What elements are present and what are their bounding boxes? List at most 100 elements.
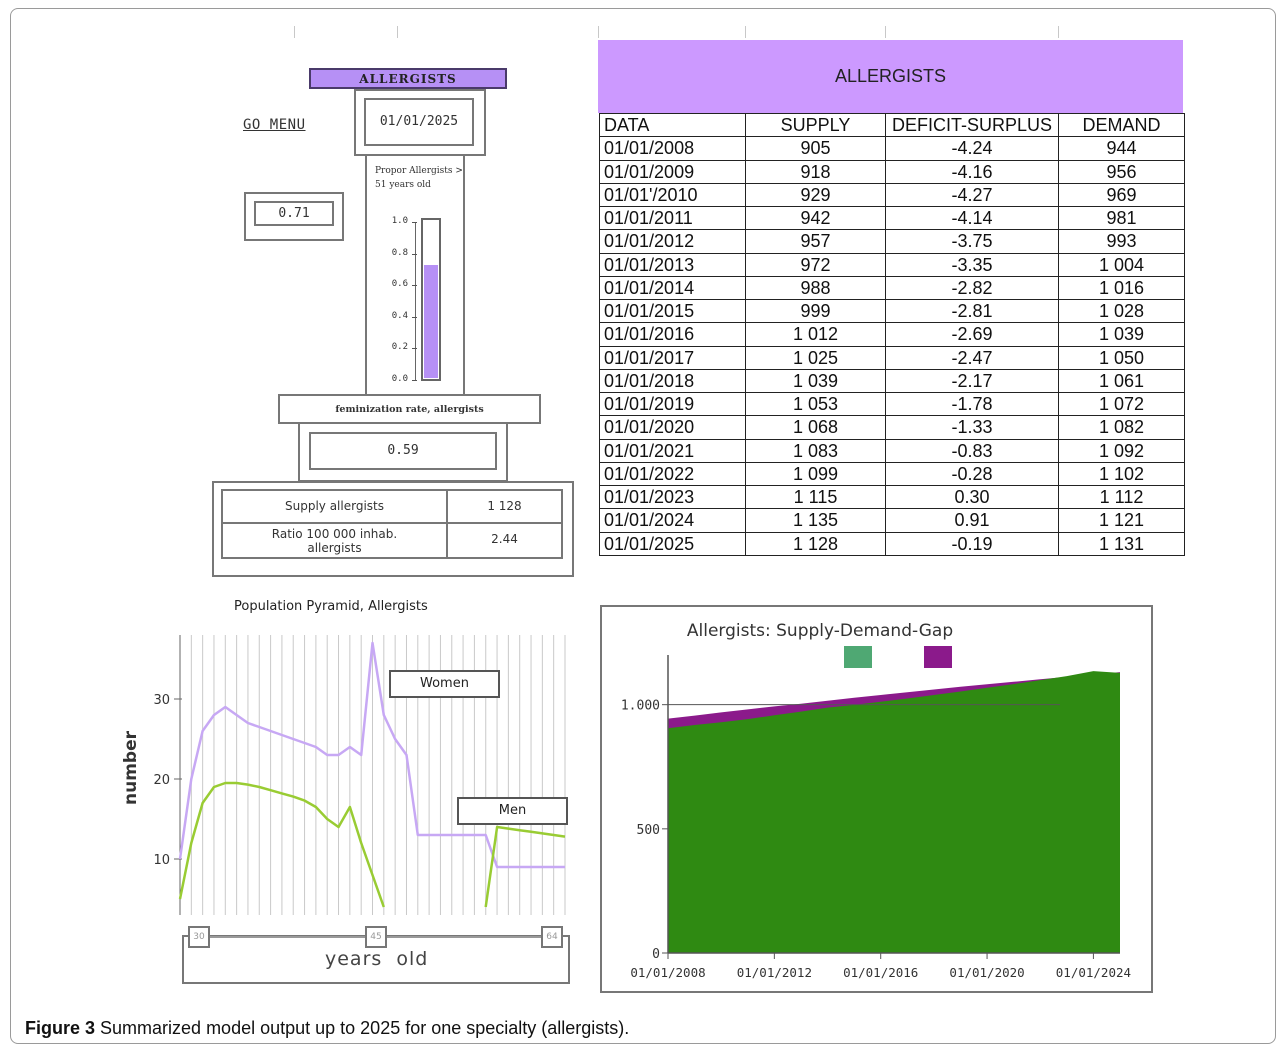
ratio-row-label: Ratio 100 000 inhab. allergists — [223, 524, 448, 557]
table-header-cell: DATA — [599, 112, 746, 138]
table-row: 01/01/2025 1 128 -0.19 1 131 — [599, 531, 1185, 556]
table-cell: -1.78 — [885, 391, 1059, 417]
table-cell: 944 — [1058, 136, 1185, 161]
y-tick-label: 20 — [153, 773, 170, 788]
table-header-cell: DEMAND — [1058, 112, 1185, 138]
gauge-tick — [412, 316, 417, 318]
ruler-tick — [294, 26, 295, 38]
age-slider-max-knob[interactable]: 64 — [541, 926, 563, 948]
table-cell: 1 016 — [1058, 275, 1185, 301]
gauge-tick — [412, 253, 417, 255]
supply-demand-chart: Allergists: Supply-Demand-Gap 0 500 1.000 01… — [621, 621, 1131, 980]
table-cell: -2.81 — [885, 298, 1059, 324]
series-line-women — [178, 641, 565, 869]
table-cell: -4.14 — [885, 205, 1059, 231]
table-cell: 1 025 — [745, 345, 886, 370]
table-cell: -2.69 — [885, 322, 1059, 347]
table-cell: -0.83 — [885, 438, 1059, 463]
table-row: 01/01/2014 988 -2.82 1 016 — [599, 275, 1185, 301]
table-cell: 01/01/2008 — [599, 136, 746, 161]
table-cell: 0.91 — [885, 508, 1059, 533]
table-cell: 1 128 — [745, 531, 886, 556]
table-row: 01/01/2020 1 068 -1.33 1 082 — [599, 415, 1185, 440]
caption-text: Summarized model output up to 2025 for o… — [100, 1018, 630, 1038]
go-menu-link[interactable]: GO MENU — [243, 117, 306, 133]
table-cell: 972 — [745, 252, 886, 277]
table-cell: 01/01/2014 — [599, 275, 746, 301]
table-row: 01/01/2009 918 -4.16 956 — [599, 159, 1185, 184]
gauge-panel — [365, 155, 465, 395]
feminization-label: feminization rate, allergists — [278, 394, 541, 424]
control-panel-header: ALLERGISTS — [309, 68, 507, 89]
table-cell: 942 — [745, 205, 886, 231]
y-tick-label: 10 — [153, 853, 170, 868]
table-cell: 01/01/2018 — [599, 368, 746, 394]
table-cell: 969 — [1058, 182, 1185, 208]
table-row: 01/01/2016 1 012 -2.69 1 039 — [599, 322, 1185, 347]
table-cell: 1 131 — [1058, 531, 1185, 556]
allergists-table: DATA SUPPLY DEFICIT-SURPLUS DEMAND 01/01/200… — [599, 112, 1185, 556]
x-tick-label: 01/01/2012 — [737, 965, 812, 980]
proportion-frame — [244, 192, 344, 241]
table-cell: 1 121 — [1058, 508, 1185, 533]
age-slider-mid-knob[interactable]: 45 — [365, 926, 387, 948]
gauge-label: Propor Allergists > 51 years old — [375, 166, 463, 190]
legend-men: Men — [457, 797, 568, 825]
age-slider-min-knob[interactable]: 30 — [188, 926, 210, 948]
table-cell: 1 082 — [1058, 415, 1185, 440]
series-line-men — [178, 781, 566, 908]
ruler-tick — [598, 26, 599, 38]
pyramid-chart: 10 20 30 — [153, 635, 566, 915]
table-cell: 1 039 — [745, 368, 886, 394]
table-cell: 01/01/2017 — [599, 345, 746, 370]
table-cell: 01/01/2021 — [599, 438, 746, 463]
date-frame — [354, 89, 486, 156]
ruler-tick — [1058, 26, 1059, 38]
gauge-tick — [412, 380, 417, 381]
table-row: 01/01/2018 1 039 -2.17 1 061 — [599, 368, 1185, 394]
table-cell: 01/01/2012 — [599, 229, 746, 254]
table-cell: -2.47 — [885, 345, 1059, 370]
supply-row-label: Supply allergists — [223, 491, 448, 522]
pyramid-title: Population Pyramid, Allergists — [234, 599, 428, 614]
gauge-tick — [412, 285, 417, 287]
table-row: 01/01/2012 957 -3.75 993 — [599, 229, 1185, 254]
table-cell: -3.35 — [885, 252, 1059, 277]
table-header-cell: DEFICIT-SURPLUS — [885, 112, 1059, 138]
gauge-tick-label: 1.0 — [391, 216, 408, 226]
feminization-value: 0.59 — [309, 432, 497, 470]
table-cell: 1 028 — [1058, 298, 1185, 324]
legend-swatch-supply — [844, 646, 872, 668]
table-cell: 0.30 — [885, 484, 1059, 510]
x-label-old: old — [396, 948, 429, 970]
table-cell: 01/01/2019 — [599, 391, 746, 417]
table-cell: 01/01/2013 — [599, 252, 746, 277]
gauge-tick-label: 0.8 — [391, 247, 408, 258]
proportion-value: 0.71 — [254, 201, 334, 226]
table-cell: 01/01/2016 — [599, 322, 746, 347]
x-tick-label: 01/01/2008 — [630, 965, 705, 980]
table-row: 01/01/2008 905 -4.24 944 — [599, 136, 1185, 161]
y-tick-label: 500 — [637, 823, 660, 838]
supply-frame — [212, 481, 574, 577]
table-cell: 1 053 — [745, 391, 886, 417]
table-cell: 918 — [745, 159, 886, 184]
y-tick-label: 0 — [652, 947, 660, 962]
table-cell: 01/01/2020 — [599, 415, 746, 440]
table-cell: 993 — [1058, 229, 1185, 254]
table-row: 01/01/2019 1 053 -1.78 1 072 — [599, 391, 1185, 417]
table-cell: 999 — [745, 298, 886, 324]
table-row: 01/01/2022 1 099 -0.28 1 102 — [599, 461, 1185, 487]
table-cell: 01/01'/2010 — [599, 182, 746, 208]
table-cell: 957 — [745, 229, 886, 254]
pyramid-y-label: number — [121, 730, 141, 805]
gauge-axis — [415, 222, 416, 380]
y-tick-label: 30 — [153, 693, 170, 708]
table-cell: 1 092 — [1058, 438, 1185, 463]
table-row: 01/01'/2010 929 -4.27 969 — [599, 182, 1185, 208]
table-cell: 1 072 — [1058, 391, 1185, 417]
x-tick-label: 01/01/2020 — [949, 965, 1024, 980]
table-cell: -2.82 — [885, 275, 1059, 301]
table-cell: -4.27 — [885, 182, 1059, 208]
figure-frame — [10, 8, 1276, 1044]
